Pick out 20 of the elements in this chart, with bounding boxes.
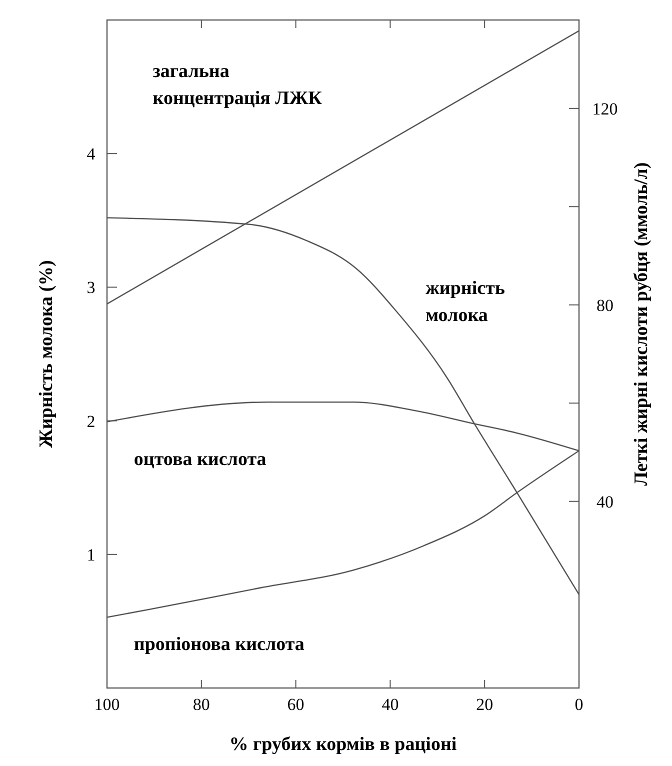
y-tick-label: 2 — [86, 412, 96, 431]
y-tick-label: 1 — [86, 545, 96, 564]
x-tick-label: 0 — [574, 695, 584, 714]
y-tick-label: 4 — [86, 144, 96, 164]
x-axis-title: % грубих кормів в раціоні — [229, 734, 457, 755]
x-tick-label: 60 — [287, 695, 304, 714]
y2-tick-label: 120 — [592, 99, 618, 118]
x-tick-label: 20 — [476, 695, 494, 714]
x-tick-label: 100 — [94, 695, 120, 714]
annotation: жирність молока — [426, 278, 505, 326]
annotation: оцтова кислота — [134, 448, 267, 470]
y2-tick-label: 40 — [596, 492, 614, 512]
x-tick-label: 80 — [192, 695, 210, 714]
annotation: загальна концентрація ЛЖК — [152, 60, 322, 109]
y-tick-label: 3 — [86, 278, 96, 298]
y-axis-title: Жирність молока (%) — [36, 260, 57, 448]
x-tick-label: 40 — [382, 695, 399, 714]
y2-axis-title: Леткі жирні кислоти рубця (ммоль/л) — [631, 162, 652, 486]
annotation: пропіонова кислота — [134, 634, 305, 655]
y2-tick-label: 80 — [596, 296, 614, 315]
